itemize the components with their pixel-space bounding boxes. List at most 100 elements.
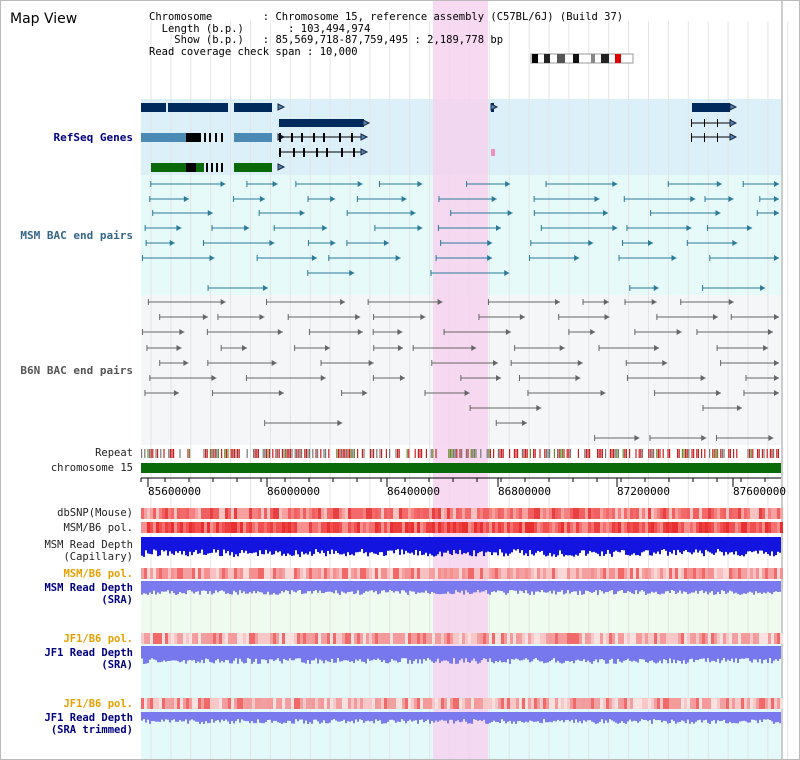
msm-b6-pol-heat: [738, 522, 741, 533]
msm-depth-capillary-bar: [543, 537, 545, 555]
jf1-depth-sra-bar: [153, 646, 155, 660]
jf1-depth-trim-bar: [469, 712, 471, 724]
msm-b6-pol-heat-2: [642, 568, 645, 579]
msm-b6-pol-heat: [765, 522, 768, 533]
msm-b6-pol-heat-2: [171, 568, 174, 579]
msm-b6-pol-heat: [234, 522, 237, 533]
repeat-mark: [406, 449, 408, 458]
msm-b6-pol-heat-2: [282, 568, 285, 579]
msm-depth-capillary-bar: [697, 537, 699, 553]
msm-b6-pol-heat: [279, 522, 282, 533]
jf1-depth-sra-bar: [373, 646, 375, 660]
jf1-b6-pol-heat-2: [507, 698, 510, 709]
msm-depth-capillary-bar: [341, 537, 343, 555]
jf1-depth-trim-bar: [163, 712, 165, 722]
jf1-b6-pol-heat-2: [594, 698, 597, 709]
jf1-depth-trim-bar: [177, 712, 179, 722]
jf1-b6-pol-heat-2: [765, 698, 768, 709]
jf1-depth-sra-bar: [733, 646, 735, 663]
axis-tick-label: 86000000: [267, 485, 320, 498]
dbsnp-heat: [477, 508, 480, 519]
strand-arrow: [277, 163, 286, 171]
jf1-depth-sra-bar: [523, 646, 525, 660]
jf1-depth-trim-bar: [153, 712, 155, 722]
track-label-b6n-bac[interactable]: B6N BAC end pairs: [20, 364, 133, 377]
jf1-b6-pol-heat: [426, 633, 429, 644]
msm-depth-capillary-bar: [665, 537, 667, 551]
repeat-mark: [408, 449, 410, 458]
jf1-depth-trim-bar: [181, 712, 183, 722]
msm-depth-sra-bar: [215, 581, 217, 591]
jf1-depth-sra-bar: [473, 646, 475, 659]
msm-depth-capillary-bar: [321, 537, 323, 551]
msm-b6-pol-heat: [348, 522, 351, 533]
msm-b6-pol-heat: [678, 522, 681, 533]
jf1-depth-trim-bar: [471, 712, 473, 724]
track-label-msm-bac[interactable]: MSM BAC end pairs: [20, 229, 133, 242]
dbsnp-heat: [609, 508, 612, 519]
msm-depth-sra-bar: [389, 581, 391, 591]
jf1-b6-pol-heat: [666, 633, 669, 644]
jf1-b6-pol-heat: [417, 633, 420, 644]
msm-depth-sra-bar: [393, 581, 395, 593]
msm-b6-pol-heat: [195, 522, 198, 533]
msm-depth-sra-bar: [633, 581, 635, 595]
dbsnp-heat: [423, 508, 426, 519]
jf1-depth-trim-bar: [617, 712, 619, 724]
msm-depth-sra-bar: [251, 581, 253, 594]
jf1-b6-pol-heat-2: [474, 698, 477, 709]
jf1-depth-sra-bar: [223, 646, 225, 663]
jf1-depth-sra-bar: [151, 646, 153, 659]
jf1-b6-pol-heat-2: [720, 698, 723, 709]
repeat-mark: [686, 449, 688, 458]
jf1-depth-sra-bar: [605, 646, 607, 664]
jf1-depth-sra-bar: [465, 646, 467, 659]
msm-b6-pol-heat-2: [144, 568, 147, 579]
jf1-depth-sra-bar: [429, 646, 431, 660]
track-label-refseq[interactable]: RefSeq Genes: [53, 131, 133, 144]
jf1-depth-sra-bar: [683, 646, 685, 661]
jf1-depth-trim-bar: [673, 712, 675, 722]
show-value: 85,569,718-87,759,495 : 2,189,778 bp: [275, 34, 504, 46]
dbsnp-heat: [597, 508, 600, 519]
msm-b6-pol-heat: [141, 522, 144, 533]
jf1-b6-pol-heat: [384, 633, 387, 644]
jf1-depth-sra-bar: [649, 646, 651, 661]
msm-b6-pol-heat-2: [309, 568, 312, 579]
dbsnp-heat: [411, 508, 414, 519]
jf1-depth-sra-bar: [715, 646, 717, 663]
jf1-depth-trim-bar: [435, 712, 437, 721]
msm-depth-sra-bar: [385, 581, 387, 593]
msm-b6-pol-heat-2: [768, 568, 771, 579]
msm-bac-pair: [774, 181, 779, 187]
b6n-bac-pair: [654, 345, 660, 351]
msm-b6-pol-heat-2: [294, 568, 297, 579]
msm-bac-pair: [612, 225, 618, 231]
repeat-mark: [254, 449, 256, 458]
gene-block: [216, 163, 218, 172]
jf1-b6-pol-heat-2: [369, 698, 372, 709]
repeat-mark: [283, 449, 285, 458]
dbsnp-heat: [615, 508, 618, 519]
jf1-depth-trim-bar: [355, 712, 357, 720]
msm-depth-capillary-bar: [649, 537, 651, 556]
jf1-depth-trim-bar: [637, 712, 639, 723]
gene-block: [186, 133, 201, 142]
msm-b6-pol-heat-2: [252, 568, 255, 579]
msm-depth-capillary-bar: [615, 537, 617, 551]
msm-b6-pol-heat: [609, 522, 612, 533]
jf1-b6-pol-heat: [597, 633, 600, 644]
msm-depth-sra-bar: [377, 581, 379, 595]
jf1-b6-pol-heat: [228, 633, 231, 644]
msm-depth-sra-bar: [503, 581, 505, 593]
msm-bac-pair: [603, 210, 609, 216]
b6n-bac-pair: [179, 329, 185, 335]
repeat-mark: [720, 449, 722, 458]
msm-b6-pol-heat: [777, 522, 780, 533]
jf1-depth-sra-bar: [171, 646, 173, 661]
msm-depth-capillary-bar: [617, 537, 619, 552]
jf1-b6-pol-heat-2: [243, 698, 246, 709]
b6n-bac-pair: [242, 345, 248, 351]
jf1-depth-trim-bar: [345, 712, 347, 724]
